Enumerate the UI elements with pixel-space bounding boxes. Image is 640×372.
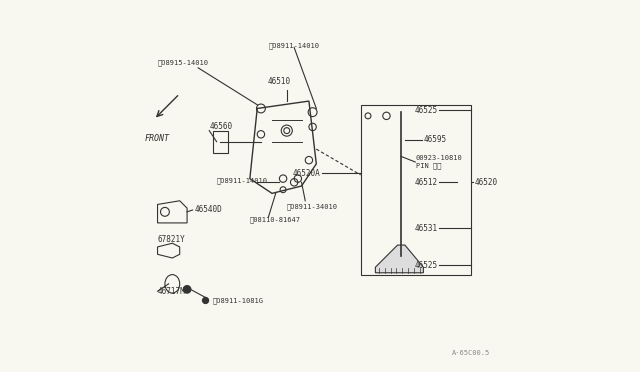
- Polygon shape: [376, 245, 424, 273]
- Bar: [360, 105, 472, 275]
- Text: ⓝO8915-14010: ⓝO8915-14010: [157, 59, 209, 65]
- Text: ⓝO8911-14010: ⓝO8911-14010: [216, 177, 268, 184]
- Text: A·65C00.5: A·65C00.5: [452, 350, 490, 356]
- Text: 46525: 46525: [415, 106, 438, 115]
- Text: 46540D: 46540D: [195, 205, 222, 215]
- Text: 67821Y: 67821Y: [157, 235, 186, 244]
- Text: ⓝO8911-34010: ⓝO8911-34010: [287, 203, 338, 209]
- Text: 46595: 46595: [424, 135, 447, 144]
- Text: 46510: 46510: [268, 77, 291, 86]
- Text: PIN ピン: PIN ピン: [416, 163, 442, 169]
- Text: 46531: 46531: [415, 224, 438, 233]
- Circle shape: [184, 286, 191, 293]
- Text: ⓝO8911-14010: ⓝO8911-14010: [268, 42, 319, 49]
- Circle shape: [203, 298, 209, 304]
- Text: FRONT: FRONT: [145, 134, 170, 143]
- Text: Ⓒ08110-81647: Ⓒ08110-81647: [250, 216, 301, 222]
- Text: 46717M: 46717M: [157, 287, 186, 296]
- Text: 46560: 46560: [209, 122, 232, 131]
- Text: 00923-10810: 00923-10810: [416, 155, 463, 161]
- Text: 46512: 46512: [415, 178, 438, 187]
- Text: 46520A: 46520A: [292, 169, 320, 177]
- Bar: [213, 131, 228, 153]
- Text: 46525: 46525: [415, 261, 438, 270]
- Text: ⓝO8911-1081G: ⓝO8911-1081G: [213, 297, 264, 304]
- Text: 46520: 46520: [475, 178, 498, 187]
